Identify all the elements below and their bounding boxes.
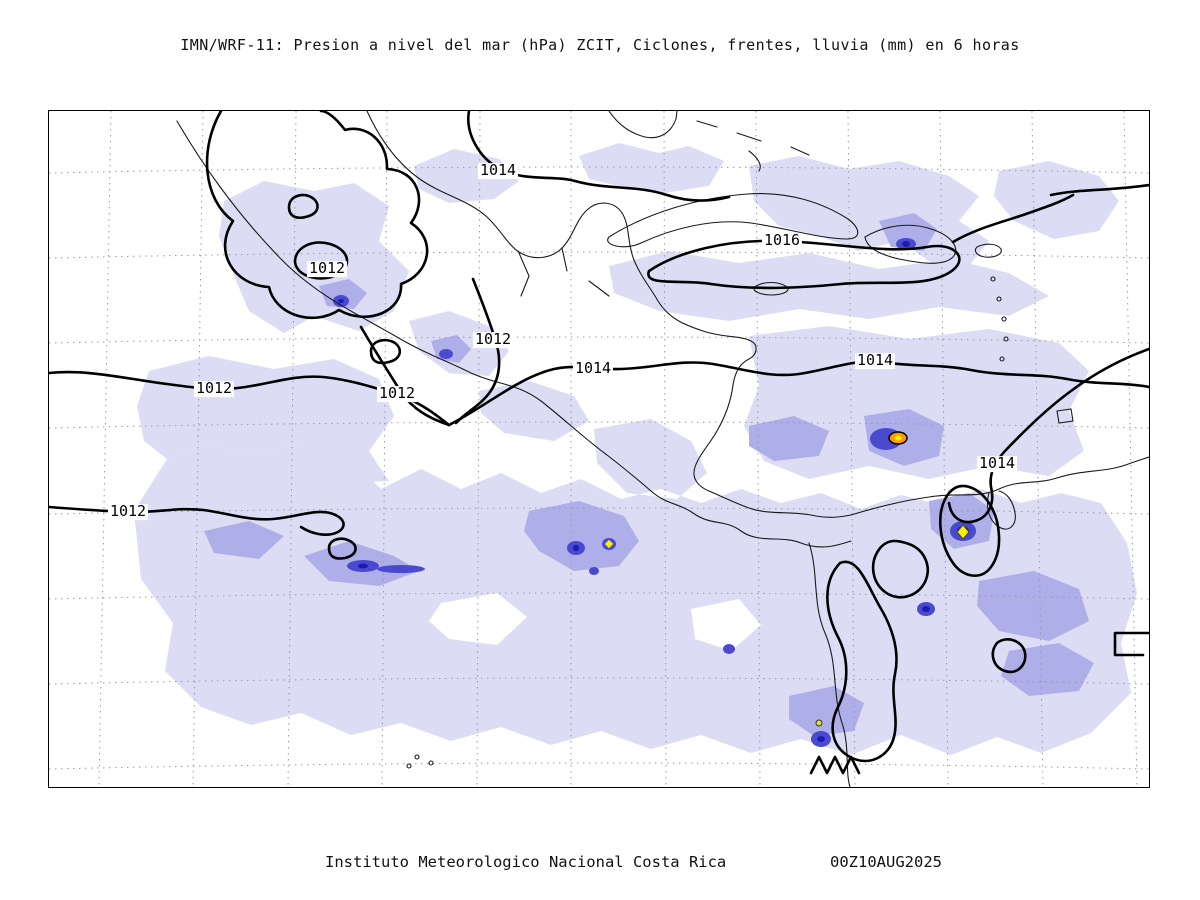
pressure-label: 1012: [107, 502, 149, 521]
pressure-label: 1014: [477, 161, 519, 180]
precip-moderate-layer: [204, 213, 1094, 736]
extreme-cell-yellow-diamond-small: [603, 538, 615, 550]
extreme-cell-yellow-diamond: [956, 524, 970, 540]
pressure-label: 1014: [854, 351, 896, 370]
pressure-label: 1014: [976, 454, 1018, 473]
pressure-label: 1016: [761, 231, 803, 250]
pressure-label: 1014: [572, 359, 614, 378]
pressure-label: 1012: [376, 384, 418, 403]
precip-extreme-layer: [603, 431, 970, 727]
page-title: IMN/WRF-11: Presion a nivel del mar (hPa…: [180, 36, 1020, 54]
precip-heavy-layer: [333, 238, 976, 747]
footer-timestamp: 00Z10AUG2025: [830, 853, 942, 871]
coastlines: [176, 111, 1149, 787]
extreme-cell-orange-core: [894, 435, 902, 441]
pressure-label: 1012: [306, 259, 348, 278]
weather-map-canvas: [49, 111, 1149, 787]
extreme-cell-yellow-dot: [815, 719, 823, 727]
weather-map-frame: 1014 1016 1012 1012 1014 1014 1012 1012 …: [48, 110, 1150, 788]
footer-institution: Instituto Meteorologico Nacional Costa R…: [325, 853, 727, 871]
pressure-label: 1012: [472, 330, 514, 349]
pressure-label: 1012: [193, 379, 235, 398]
precip-light-layer: [134, 143, 1137, 755]
